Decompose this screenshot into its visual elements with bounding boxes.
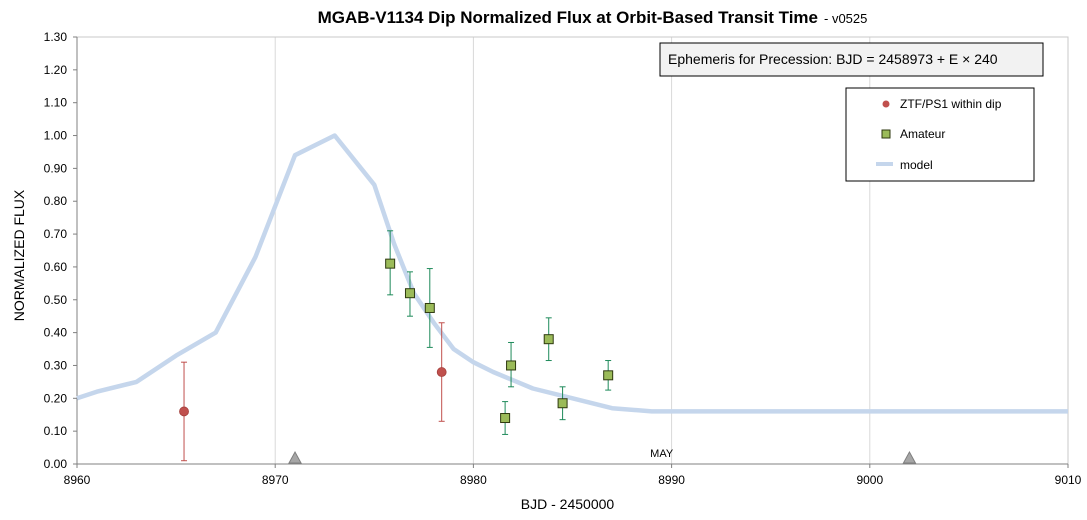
x-axis-ticks: 8960 8970 8980 8990 9000 9010 xyxy=(64,464,1082,487)
chart-title-main: MGAB-V1134 Dip Normalized Flux at Orbit-… xyxy=(318,8,818,27)
amateur-point xyxy=(500,413,511,424)
x-axis-title: BJD - 2450000 xyxy=(521,496,615,512)
y-tick-label: 1.00 xyxy=(44,129,68,143)
legend-model-label: model xyxy=(900,158,933,172)
y-tick-label: 0.30 xyxy=(44,358,68,372)
x-tick-label: 8960 xyxy=(64,473,91,487)
y-tick-label: 0.00 xyxy=(44,457,68,471)
ztf-point xyxy=(436,367,447,377)
y-tick-label: 1.30 xyxy=(44,30,68,44)
amateur-point xyxy=(404,288,415,299)
chart-title: MGAB-V1134 Dip Normalized Flux at Orbit-… xyxy=(318,8,868,27)
y-tick-label: 0.20 xyxy=(44,391,68,405)
y-tick-label: 1.20 xyxy=(44,63,68,77)
amateur-point xyxy=(506,360,517,371)
y-tick-label: 0.40 xyxy=(44,326,68,340)
amateur-point xyxy=(603,370,614,381)
transit-marker xyxy=(902,450,917,464)
y-tick-label: 0.90 xyxy=(44,161,68,175)
legend: ZTF/PS1 within dip Amateur model xyxy=(845,87,1035,182)
x-tick-label: 8990 xyxy=(658,473,685,487)
legend-amateur-marker xyxy=(881,129,891,139)
amateur-point xyxy=(424,302,435,313)
ephemeris-box xyxy=(659,42,1044,77)
y-axis-title: NORMALIZED FLUX xyxy=(11,189,27,321)
ephemeris-text: Ephemeris for Precession: BJD = 2458973 … xyxy=(668,51,998,67)
transit-marker xyxy=(288,450,302,464)
amateur-point xyxy=(557,398,568,409)
x-tick-label: 9000 xyxy=(856,473,883,487)
y-tick-label: 0.50 xyxy=(44,293,68,307)
y-tick-label: 0.70 xyxy=(44,227,68,241)
chart-title-version: - v0525 xyxy=(824,11,867,26)
model-line xyxy=(76,133,1068,414)
x-tick-label: 8980 xyxy=(460,473,487,487)
y-axis-ticks: 0.00 0.10 0.20 0.30 0.40 0.50 0.60 0.70 0.80 0.90… xyxy=(44,30,77,471)
legend-ztf-marker xyxy=(882,100,890,108)
legend-ztf-label: ZTF/PS1 within dip xyxy=(900,97,1002,111)
transit-markers xyxy=(288,450,917,464)
amateur-point xyxy=(385,258,396,269)
model-series xyxy=(76,133,1068,414)
amateur-point xyxy=(543,334,554,345)
ztf-point xyxy=(179,406,189,417)
legend-amateur-label: Amateur xyxy=(900,127,945,141)
y-tick-label: 0.80 xyxy=(44,194,68,208)
x-tick-label: 8970 xyxy=(262,473,289,487)
x-tick-label: 9010 xyxy=(1055,473,1082,487)
ephemeris-annotation: Ephemeris for Precession: BJD = 2458973 … xyxy=(659,42,1044,77)
y-tick-label: 0.10 xyxy=(44,424,68,438)
y-tick-label: 1.10 xyxy=(44,96,68,110)
month-label: MAY xyxy=(650,448,674,460)
y-tick-label: 0.60 xyxy=(44,260,68,274)
data-points xyxy=(179,258,614,424)
